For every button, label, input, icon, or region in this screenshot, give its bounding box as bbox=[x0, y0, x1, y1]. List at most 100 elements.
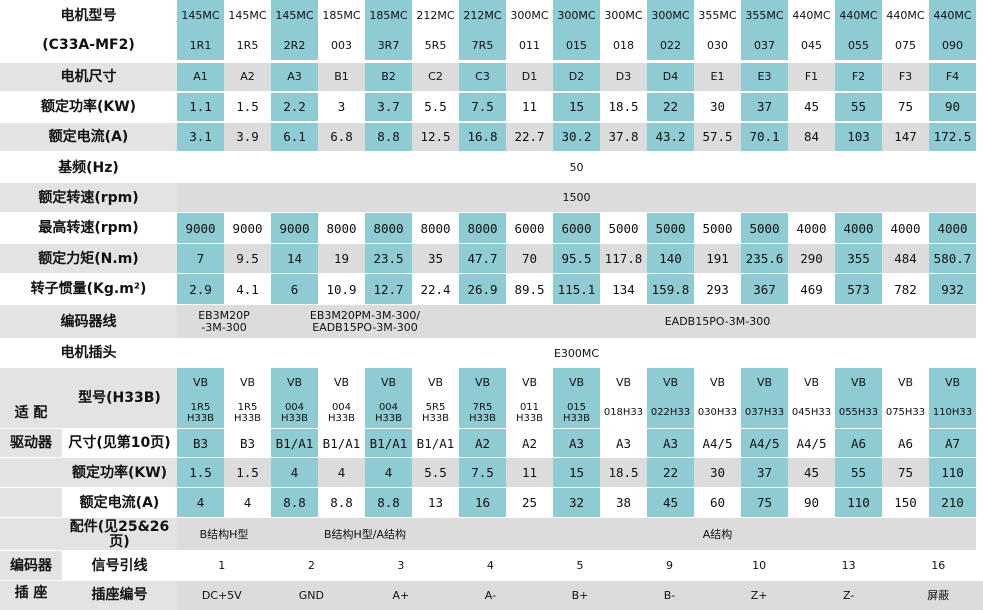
motor-current-cell: 6.1 bbox=[271, 123, 318, 151]
motor-size-cell: E1 bbox=[694, 63, 741, 91]
torque-cell: 70 bbox=[506, 244, 553, 274]
drive-model-prefix: VB bbox=[224, 368, 271, 398]
drive-size-cell: B1/A1 bbox=[318, 429, 365, 458]
drive-size-cell: A4/5 bbox=[788, 429, 835, 458]
drive-size-cell: A3 bbox=[647, 429, 694, 458]
drive-current-cell: 13 bbox=[412, 488, 459, 518]
rated-speed-label: 额定转速(rpm) bbox=[0, 183, 177, 213]
max-speed-cell: 5000 bbox=[741, 213, 788, 244]
drive-current-cell: 75 bbox=[741, 488, 788, 518]
inertia-cell: 2.9 bbox=[177, 274, 224, 305]
encoder-cable-group: EB3M20P -3M-300 bbox=[177, 305, 271, 339]
header-code-cell: 3R7 bbox=[365, 31, 412, 60]
motor-size-cell: D3 bbox=[600, 63, 647, 91]
base-freq-value: 50 bbox=[177, 153, 976, 183]
torque-cell: 23.5 bbox=[365, 244, 412, 274]
drive-size-cell: A2 bbox=[506, 429, 553, 458]
torque-cell: 14 bbox=[271, 244, 318, 274]
drive-model-suffix: 5R5 H33B bbox=[412, 398, 459, 429]
motor-power-cell: 11 bbox=[506, 93, 553, 121]
motor-current-label: 额定电流(A) bbox=[0, 123, 177, 151]
drive-model-suffix: 055H33 bbox=[835, 398, 882, 429]
header-code-cell: 011 bbox=[506, 31, 553, 60]
drive-current-cell: 110 bbox=[835, 488, 882, 518]
motor-size-cell: A1 bbox=[177, 63, 224, 91]
drive-power-cell: 15 bbox=[553, 458, 600, 488]
torque-cell: 235.6 bbox=[741, 244, 788, 274]
header-code-cell: 045 bbox=[788, 31, 835, 60]
drive-power-cell: 30 bbox=[694, 458, 741, 488]
drive-power-label: 额定功率(KW) bbox=[62, 458, 177, 488]
max-speed-cell: 8000 bbox=[459, 213, 506, 244]
drive-power-cell: 1.5 bbox=[177, 458, 224, 488]
header-model-cell: 355MC bbox=[694, 0, 741, 31]
torque-cell: 7 bbox=[177, 244, 224, 274]
motor-size-cell: F2 bbox=[835, 63, 882, 91]
inertia-cell: 469 bbox=[788, 274, 835, 305]
drive-accessory-group: A结构 bbox=[459, 518, 976, 551]
motor-power-cell: 55 bbox=[835, 93, 882, 121]
drive-size-cell: B1/A1 bbox=[365, 429, 412, 458]
max-speed-cell: 5000 bbox=[694, 213, 741, 244]
motor-current-cell: 12.5 bbox=[412, 123, 459, 151]
drive-model-suffix: 004 H33B bbox=[365, 398, 412, 429]
drive-current-cell: 45 bbox=[647, 488, 694, 518]
drive-model-prefix: VB bbox=[177, 368, 224, 398]
encoder-signal-cell: 1 bbox=[177, 551, 267, 581]
header-code-cell: 090 bbox=[929, 31, 976, 60]
torque-cell: 290 bbox=[788, 244, 835, 274]
motor-current-cell: 43.2 bbox=[647, 123, 694, 151]
drive-current-cell: 210 bbox=[929, 488, 976, 518]
row-separator bbox=[0, 550, 983, 551]
header-code-cell: 2R2 bbox=[271, 31, 318, 60]
torque-cell: 9.5 bbox=[224, 244, 271, 274]
drive-model-suffix: 030H33 bbox=[694, 398, 741, 429]
encoder-signal-cell: 3 bbox=[356, 551, 446, 581]
header-code-cell: 075 bbox=[882, 31, 929, 60]
drive-model-prefix: VB bbox=[835, 368, 882, 398]
drive-model-prefix: VB bbox=[271, 368, 318, 398]
drive-group-label-line2: 驱动器 bbox=[10, 434, 52, 451]
header-model-cell: 145MC bbox=[271, 0, 318, 31]
max-speed-cell: 4000 bbox=[788, 213, 835, 244]
drive-power-cell: 37 bbox=[741, 458, 788, 488]
motor-current-cell: 16.8 bbox=[459, 123, 506, 151]
header-code-cell: 7R5 bbox=[459, 31, 506, 60]
motor-plug-label: 电机插头 bbox=[0, 339, 177, 368]
motor-size-cell: F3 bbox=[882, 63, 929, 91]
drive-model-prefix: VB bbox=[318, 368, 365, 398]
motor-size-cell: F4 bbox=[929, 63, 976, 91]
motor-power-cell: 30 bbox=[694, 93, 741, 121]
inertia-cell: 26.9 bbox=[459, 274, 506, 305]
drive-power-cell: 5.5 bbox=[412, 458, 459, 488]
row-separator bbox=[0, 91, 983, 92]
header-model-cell: 300MC bbox=[506, 0, 553, 31]
encoder-group-label-line1: 编码器 bbox=[10, 558, 52, 575]
drive-model-suffix: 1R5 H33B bbox=[177, 398, 224, 429]
header-model-cell: 300MC bbox=[600, 0, 647, 31]
drive-power-cell: 4 bbox=[271, 458, 318, 488]
encoder-group-label-line2: 插 座 bbox=[14, 585, 48, 602]
encoder-pin-cell: B- bbox=[624, 581, 715, 610]
torque-cell: 95.5 bbox=[553, 244, 600, 274]
torque-label: 额定力矩(N.m) bbox=[0, 244, 177, 274]
encoder-cable-group: EADB15PO-3M-300 bbox=[459, 305, 976, 339]
encoder-cable-label: 编码器线 bbox=[0, 305, 177, 339]
encoder-pin-cell: DC+5V bbox=[177, 581, 267, 610]
header-model-cell: 185MC bbox=[318, 0, 365, 31]
torque-cell: 355 bbox=[835, 244, 882, 274]
drive-current-label: 额定电流(A) bbox=[62, 488, 177, 518]
drive-model-prefix: VB bbox=[459, 368, 506, 398]
inertia-cell: 782 bbox=[882, 274, 929, 305]
motor-current-cell: 30.2 bbox=[553, 123, 600, 151]
inertia-cell: 159.8 bbox=[647, 274, 694, 305]
row-separator bbox=[0, 212, 983, 213]
encoder-signal-cell: 2 bbox=[266, 551, 357, 581]
drive-power-cell: 75 bbox=[882, 458, 929, 488]
motor-power-cell: 45 bbox=[788, 93, 835, 121]
row-separator bbox=[0, 243, 983, 244]
motor-current-cell: 84 bbox=[788, 123, 835, 151]
motor-current-cell: 22.7 bbox=[506, 123, 553, 151]
inertia-cell: 12.7 bbox=[365, 274, 412, 305]
